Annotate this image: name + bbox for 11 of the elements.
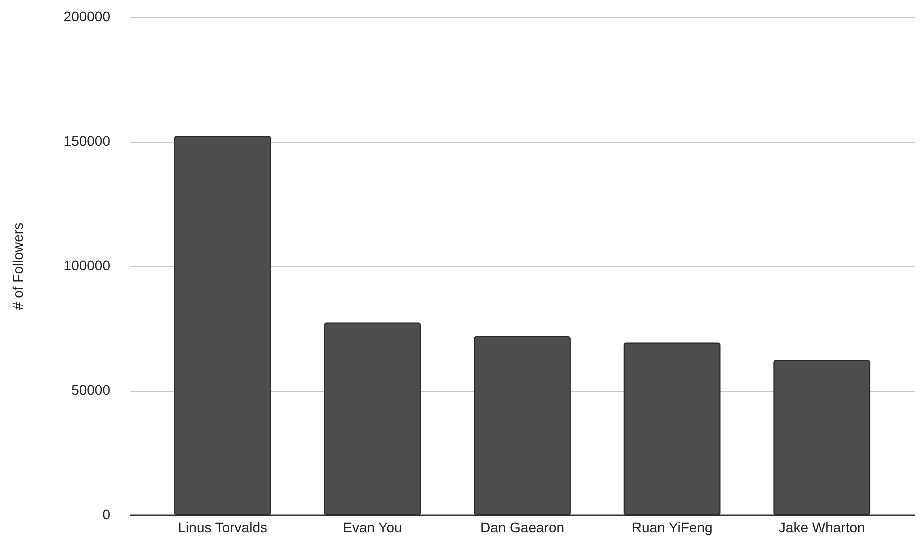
y-tick-label: 0 bbox=[102, 506, 111, 522]
x-tick-label: Dan Gaearon bbox=[480, 520, 565, 536]
y-axis-title: # of Followers bbox=[10, 222, 26, 310]
x-tick-label: Jake Wharton bbox=[778, 520, 866, 536]
x-tick-label: Evan You bbox=[343, 520, 402, 536]
y-tick-label: 100000 bbox=[64, 258, 111, 274]
y-tick-label: 50000 bbox=[72, 382, 111, 398]
y-tick-label: 200000 bbox=[64, 8, 111, 24]
x-tick-label: Linus Torvalds bbox=[178, 520, 268, 536]
x-tick-label: Ruan YiFeng bbox=[632, 520, 713, 536]
y-tick-label: 150000 bbox=[64, 133, 111, 149]
